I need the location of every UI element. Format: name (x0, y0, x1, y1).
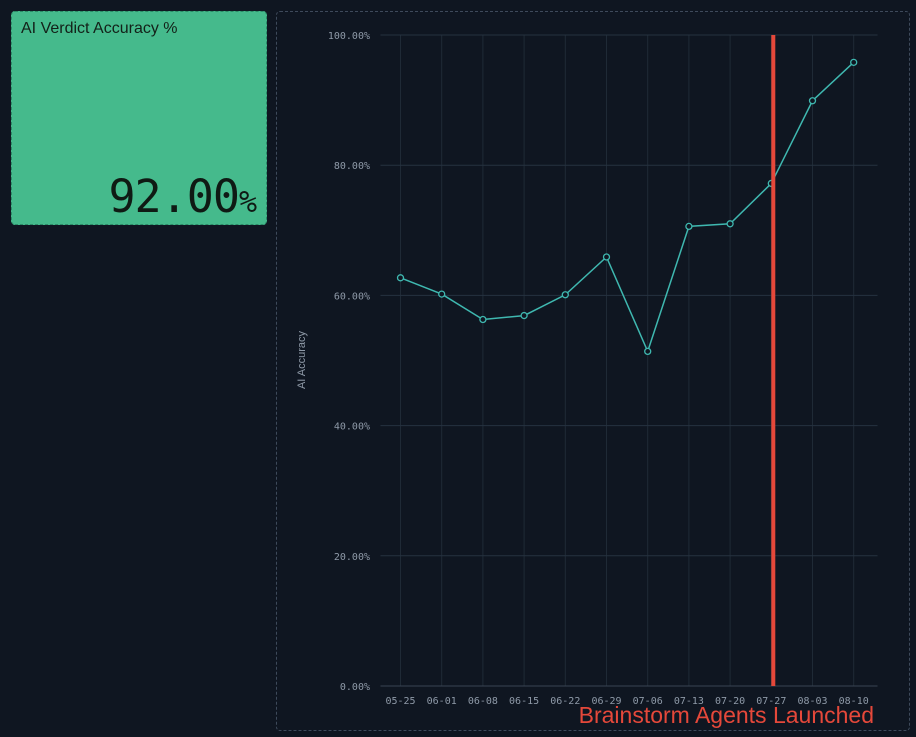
y-tick-label: 100.00% (328, 31, 370, 42)
data-point (850, 58, 858, 66)
data-point (396, 274, 405, 282)
data-point (808, 97, 817, 105)
data-point (479, 315, 487, 324)
x-tick-label: 06-15 (509, 696, 539, 707)
x-tick-label: 08-10 (839, 696, 869, 707)
data-point (438, 290, 446, 298)
kpi-value-display: 92.00% (108, 170, 257, 223)
accuracy-series-line (400, 61, 855, 354)
accuracy-kpi-card: AI Verdict Accuracy % 92.00% (11, 11, 267, 225)
kpi-title: AI Verdict Accuracy % (21, 20, 178, 37)
x-tick-label: 07-06 (633, 696, 663, 707)
data-point (644, 347, 652, 356)
data-point (520, 311, 528, 320)
y-tick-label: 60.00% (334, 291, 370, 302)
x-tick-label: 06-29 (591, 696, 621, 707)
kpi-value: 92.00 (108, 170, 239, 223)
x-tick-label: 07-20 (715, 696, 745, 707)
y-axis-label: AI Accuracy (296, 330, 308, 389)
data-point (602, 253, 611, 261)
x-tick-label: 06-08 (468, 696, 498, 707)
x-tick-label: 07-13 (674, 696, 704, 707)
x-tick-label: 05-25 (385, 696, 415, 707)
accuracy-chart-panel: 0.00% 20.00% 40.00% 60.00% 80.00% 100.00% 05-2… (276, 11, 910, 731)
x-tick-label: 07-27 (756, 696, 786, 707)
launch-marker-label: Brainstorm Agents Launched (579, 702, 874, 728)
x-tick-label: 08-03 (797, 696, 827, 707)
data-point (726, 220, 734, 228)
y-tick-label: 40.00% (334, 422, 370, 433)
y-tick-label: 20.00% (334, 552, 370, 563)
x-tick-label: 06-01 (427, 696, 457, 707)
data-point (685, 222, 693, 231)
x-tick-label: 06-22 (550, 696, 580, 707)
accuracy-line-chart: 0.00% 20.00% 40.00% 60.00% 80.00% 100.00% 05-2… (296, 31, 878, 728)
y-tick-label: 80.00% (334, 161, 370, 172)
y-tick-label: 0.00% (340, 682, 370, 693)
kpi-unit: % (238, 185, 257, 220)
data-point (561, 291, 569, 299)
